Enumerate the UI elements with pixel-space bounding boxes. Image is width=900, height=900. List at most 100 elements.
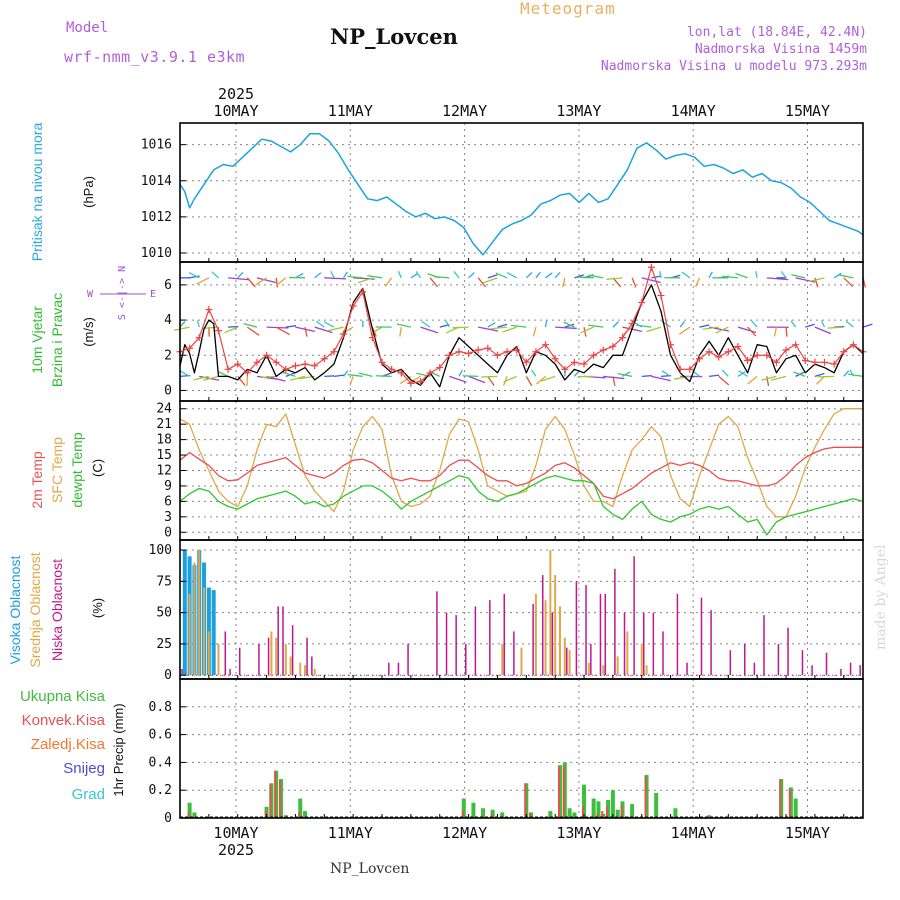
model-value: wrf-nmm_v3.9.1 e3km: [64, 48, 246, 66]
wind-red-marker: [715, 353, 723, 361]
wind-arrow: [370, 326, 383, 335]
cloud-bar-1: [558, 606, 561, 676]
precip-bar-0: [187, 802, 192, 818]
dewpt-title: dewpt Temp: [69, 432, 85, 507]
wind-arrow: [189, 275, 200, 279]
cloud-bar-2: [642, 612, 645, 676]
wind-arrow: [433, 275, 450, 279]
wind-arrow: [358, 372, 373, 377]
wind-arrow: [795, 277, 816, 283]
precip-ytick-label: 0.6: [149, 728, 172, 743]
wind-arrow: [203, 375, 219, 381]
wind-arrow: [709, 374, 720, 378]
cloud-bar-2: [388, 662, 390, 676]
cloud-bar-2: [700, 597, 703, 676]
wind-arrow: [525, 376, 533, 387]
wind-red-marker: [407, 379, 415, 387]
wind-ytick-label: 0: [164, 383, 172, 398]
cloud-bar-2: [744, 643, 746, 676]
wind-arrow: [333, 374, 345, 378]
wind-arrow: [791, 274, 806, 279]
precip-bar-0: [567, 808, 572, 818]
low-cloud-title: Niska Oblacnost: [49, 559, 65, 661]
cloud-bar-2: [585, 585, 587, 676]
wind-arrow: [532, 326, 537, 337]
wind-arrow: [833, 272, 842, 279]
precip-legend-2: Zaledj.Kisa: [31, 736, 106, 753]
cloud-bar-2: [811, 665, 813, 676]
wind-arrow: [814, 372, 825, 377]
wind-red-marker: [436, 364, 444, 372]
wind-arrow: [445, 320, 450, 328]
wind-red-marker: [628, 320, 636, 328]
precip-frame: [179, 678, 864, 819]
wind-red-marker: [311, 362, 319, 370]
cloud-bar-1: [640, 643, 643, 676]
wind-red-marker: [272, 358, 280, 366]
cloud-bar-2: [662, 631, 664, 676]
wind-red-marker: [599, 346, 607, 354]
station-title: NP_Lovcen: [330, 24, 458, 49]
precip-bar-1: [596, 813, 599, 818]
wind-arrow: [289, 375, 306, 381]
wind-red-marker: [638, 298, 646, 306]
wind-arrow: [462, 375, 479, 378]
cloud-bar-2: [676, 593, 679, 676]
wind-arrow: [674, 375, 690, 380]
precip-ytick-label: 0.4: [149, 755, 173, 770]
cloud-bar-2: [258, 643, 260, 676]
wind-red-marker: [455, 348, 463, 356]
wind-arrow: [544, 320, 548, 328]
wind-arrow: [735, 272, 748, 279]
precip-bar-1: [187, 812, 190, 818]
wind-red-marker: [426, 369, 434, 377]
day-label-top: 12MAY: [442, 102, 487, 120]
station-info: lon,lat (18.84E, 42.4N) Nadmorska Visina…: [601, 24, 867, 75]
temperature-ytick-label: 21: [156, 417, 172, 432]
wind-arrow: [531, 369, 537, 377]
wind-arrow: [255, 277, 267, 286]
wind-subtitle: Brzina i Pravac: [49, 293, 65, 387]
wind-arrow: [555, 326, 577, 330]
day-label-bottom: 11MAY: [328, 824, 373, 842]
wind-arrow: [612, 376, 616, 387]
wind-red-marker: [830, 360, 838, 368]
day-label-top: 11MAY: [328, 102, 373, 120]
wind-arrow: [651, 375, 671, 382]
wind-arrow: [554, 271, 561, 279]
wind-arrow: [347, 275, 363, 279]
day-label-top: 13MAY: [556, 102, 601, 120]
wind-red-marker: [465, 349, 473, 357]
wind-arrow: [839, 274, 854, 279]
wind-red-marker: [359, 288, 367, 296]
wind-arrow: [410, 272, 419, 279]
wind-arrow: [535, 271, 541, 279]
cloud-bar-1: [587, 662, 590, 676]
day-label-top: 14MAY: [671, 102, 716, 120]
precip-bar-0: [591, 798, 596, 818]
wind-arrow: [815, 375, 825, 385]
day-label-top: 10MAY: [213, 102, 258, 120]
wind-arrow: [747, 375, 758, 385]
wind-arrow: [636, 324, 652, 328]
wind-arrow: [737, 371, 746, 377]
cloud-bar-2: [181, 668, 183, 676]
wind-red-marker: [195, 334, 203, 342]
cloud-bar-2: [777, 643, 780, 676]
day-label-bottom: 12MAY: [442, 824, 487, 842]
wind-arrow: [525, 272, 533, 279]
wind-arrow: [612, 321, 619, 328]
precip-bar-1: [298, 812, 301, 818]
cloud-bar-1: [299, 662, 302, 676]
cloud-bar-2: [763, 615, 765, 676]
precip-bar-0: [461, 798, 466, 818]
wind-arrow: [487, 376, 495, 387]
wind-arrow: [617, 372, 633, 378]
precip-bar-0: [615, 809, 620, 818]
cloud-bar-2: [787, 627, 789, 676]
cloud-bar-1: [645, 665, 648, 676]
precip-ytick-label: 0: [164, 811, 172, 826]
wind-red-marker: [522, 358, 530, 366]
cloud-bar-1: [270, 631, 273, 676]
wind-arrow: [718, 375, 730, 386]
